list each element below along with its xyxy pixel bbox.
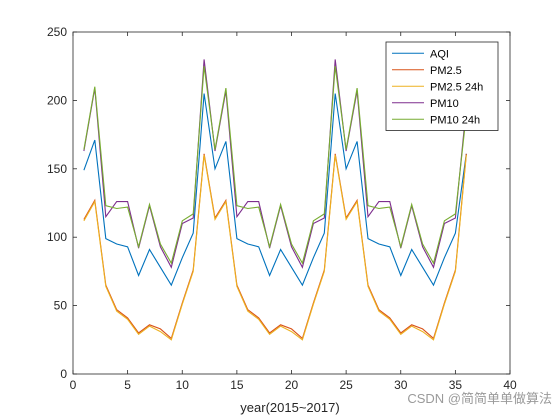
legend-entry: PM10 (430, 98, 459, 110)
y-tick-label: 200 (47, 93, 67, 107)
x-tick-label: 5 (124, 378, 131, 392)
y-tick-label: 150 (47, 162, 67, 176)
x-tick-label: 10 (176, 378, 190, 392)
series-line-pm2-5-24h (83, 155, 467, 341)
series-line-aqi (83, 93, 467, 287)
x-tick-label: 20 (285, 378, 299, 392)
y-tick-label: 0 (60, 367, 67, 381)
y-tick-label: 50 (54, 299, 68, 313)
y-axis: 0 50 100 150 200 250 (47, 25, 510, 381)
x-tick-label: 35 (449, 378, 463, 392)
legend: AQI PM2.5 PM2.5 24h PM10 PM10 24h (385, 41, 499, 131)
x-tick-label: 40 (503, 378, 517, 392)
series-line-pm10-24h (83, 66, 467, 265)
y-tick-label: 100 (47, 230, 67, 244)
legend-entry: PM2.5 24h (430, 81, 483, 93)
series-line-pm2-5 (83, 153, 467, 340)
x-tick-label: 15 (230, 378, 244, 392)
legend-entry: AQI (430, 48, 449, 60)
x-tick-label: 25 (339, 378, 353, 392)
x-tick-label: 30 (394, 378, 408, 392)
legend-entry: PM2.5 (430, 65, 462, 77)
x-tick-label: 0 (70, 378, 77, 392)
legend-entry: PM10 24h (430, 114, 480, 126)
watermark: CSDN @简简单单做算法 (407, 391, 552, 406)
y-tick-label: 250 (47, 25, 67, 39)
x-axis: 0 5 10 15 20 25 30 35 40 (70, 32, 517, 392)
series-layer (83, 59, 467, 341)
x-axis-label: year(2015~2017) (240, 400, 339, 415)
